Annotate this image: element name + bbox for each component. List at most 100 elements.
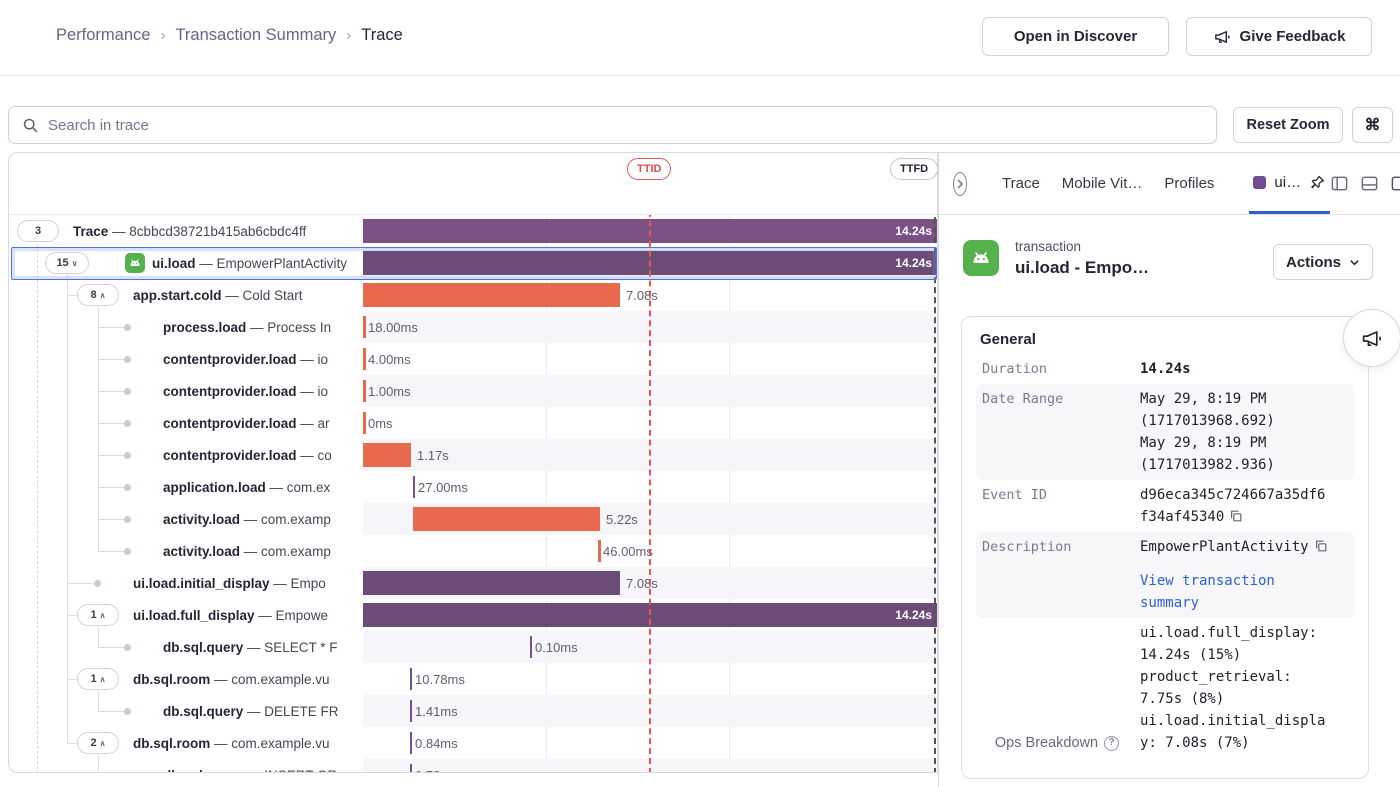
expand-pill[interactable]: 3: [17, 220, 59, 242]
detail-value: May 29, 8:19 PM(1717013968.692)May 29, 8…: [1140, 388, 1332, 476]
expand-pill[interactable]: 8∧: [77, 284, 119, 306]
copy-icon[interactable]: [1314, 539, 1328, 553]
top-bar: Performance › Transaction Summary › Trac…: [0, 0, 1400, 76]
trace-tree-row[interactable]: 15∨ui.load — EmpowerPlantActivity: [9, 247, 363, 279]
trace-tree-row[interactable]: 8∧app.start.cold — Cold Start: [9, 279, 363, 311]
detail-value-text: EmpowerPlantActivity: [1140, 539, 1309, 555]
span-description: application.load — com.ex: [163, 471, 330, 503]
span-description: activity.load — com.examp: [163, 503, 331, 535]
detail-label-text: Ops Breakdown: [995, 732, 1098, 754]
span-tick[interactable]: [410, 668, 412, 690]
android-icon: [125, 253, 145, 273]
give-feedback-button[interactable]: Give Feedback: [1186, 17, 1372, 56]
trace-tree-row[interactable]: activity.load — com.examp: [9, 535, 363, 567]
detail-value: ui.load.full_display: 14.24s (15%)produc…: [1140, 622, 1332, 754]
transaction-kicker: transaction: [1015, 239, 1081, 254]
trace-tree-row[interactable]: db.sql.query — DELETE FR: [9, 695, 363, 727]
span-tick[interactable]: [363, 348, 366, 370]
trace-tree-row[interactable]: 2∧ db.sql.room — com.example.vu: [9, 727, 363, 759]
detail-value: 14.24s: [1140, 358, 1332, 380]
span-tick[interactable]: [363, 380, 366, 402]
span-op: activity.load: [163, 544, 240, 559]
span-tick[interactable]: [598, 540, 601, 562]
expand-pill[interactable]: 1∧: [77, 604, 119, 626]
help-icon[interactable]: ?: [1104, 736, 1119, 751]
span-tick[interactable]: [530, 636, 532, 658]
span-duration-label: 18.00ms: [368, 311, 418, 343]
open-in-discover-button[interactable]: Open in Discover: [982, 17, 1169, 56]
trace-tree-row[interactable]: contentprovider.load — co: [9, 439, 363, 471]
trace-tree-row[interactable]: ui.load.initial_display — Empo: [9, 567, 363, 599]
breadcrumb-trace: Trace: [361, 26, 403, 45]
open-in-discover-label: Open in Discover: [1014, 28, 1137, 45]
trace-tree-row[interactable]: process.load — Process In: [9, 311, 363, 343]
tab-profiles[interactable]: Profiles: [1164, 175, 1214, 192]
reset-zoom-button[interactable]: Reset Zoom: [1233, 107, 1343, 143]
breadcrumb-transaction-summary[interactable]: Transaction Summary: [175, 26, 336, 45]
collapse-panel-icon[interactable]: [953, 172, 967, 196]
pin-tab-icon[interactable]: [1309, 174, 1326, 191]
trace-search-bar[interactable]: [8, 106, 1217, 144]
span-bar[interactable]: [363, 571, 620, 595]
pill-count: 1: [91, 609, 97, 621]
trace-tree-row[interactable]: 1∧db.sql.room — com.example.vu: [9, 663, 363, 695]
tab-ui-load-active[interactable]: ui…: [1249, 153, 1330, 214]
trace-tree-row[interactable]: db.sql.query — INSERT OR: [9, 759, 363, 773]
span-bar[interactable]: [363, 283, 620, 307]
span-color-swatch: [1253, 176, 1266, 189]
transaction-title: ui.load - Empo…: [1015, 258, 1205, 278]
span-description: activity.load — com.examp: [163, 535, 331, 567]
dock-left-icon[interactable]: [1330, 174, 1349, 193]
detail-row: Event IDd96eca345c724667a35df6f34af45340: [976, 480, 1354, 532]
span-op: contentprovider.load: [163, 448, 297, 463]
shortcut-cmd-button[interactable]: ⌘: [1352, 107, 1393, 143]
trace-tree-row[interactable]: contentprovider.load — ar: [9, 407, 363, 439]
tab-mobile-vitals[interactable]: Mobile Vit…: [1062, 175, 1143, 192]
span-description: ui.load.initial_display — Empo: [133, 567, 326, 599]
span-description: db.sql.query — DELETE FR: [163, 695, 339, 727]
ttid-badge: TTID: [627, 158, 671, 180]
span-op: app.start.cold: [133, 288, 222, 303]
trace-tree-row[interactable]: application.load — com.ex: [9, 471, 363, 503]
trace-waterfall: 14.24s3Trace — 8cbbcd38721b415ab6cbdc4ff…: [8, 152, 938, 773]
actions-label: Actions: [1286, 254, 1341, 271]
breadcrumb-performance[interactable]: Performance: [56, 26, 150, 45]
expand-pill[interactable]: 2∧: [77, 732, 119, 754]
chevron-down-icon: [1349, 257, 1360, 268]
span-tick[interactable]: [363, 412, 366, 434]
trace-tree-row[interactable]: contentprovider.load — io: [9, 343, 363, 375]
span-op: application.load: [163, 480, 266, 495]
chevron-icon: ∧: [100, 675, 106, 684]
span-tick[interactable]: [410, 764, 412, 773]
span-duration-label: 46.00ms: [603, 535, 653, 567]
span-duration-label: 27.00ms: [418, 471, 468, 503]
detail-row: Date RangeMay 29, 8:19 PM(1717013968.692…: [976, 384, 1354, 480]
span-bar[interactable]: [413, 507, 600, 531]
span-bar[interactable]: [363, 443, 411, 467]
span-description: process.load — Process In: [163, 311, 331, 343]
span-tick[interactable]: [413, 476, 415, 498]
feedback-floating-button[interactable]: [1343, 309, 1400, 367]
trace-tree-row[interactable]: contentprovider.load — io: [9, 375, 363, 407]
copy-icon[interactable]: [1229, 509, 1243, 523]
span-duration-label: 0.10ms: [535, 631, 578, 663]
actions-button[interactable]: Actions: [1273, 244, 1373, 280]
trace-tree-row[interactable]: activity.load — com.examp: [9, 503, 363, 535]
tab-trace[interactable]: Trace: [1002, 175, 1040, 192]
span-tick[interactable]: [410, 732, 412, 754]
trace-tree-row[interactable]: 1∧ui.load.full_display — Empowe: [9, 599, 363, 631]
general-heading: General: [980, 331, 1354, 348]
span-tick[interactable]: [410, 700, 412, 722]
expand-pill[interactable]: 15∨: [45, 252, 89, 274]
dock-right-icon[interactable]: [1390, 174, 1400, 193]
megaphone-icon: [1360, 326, 1384, 350]
trace-tree-row[interactable]: db.sql.query — SELECT * F: [9, 631, 363, 663]
span-op: process.load: [163, 320, 246, 335]
expand-pill[interactable]: 1∧: [77, 668, 119, 690]
span-description: db.sql.room — com.example.vu: [133, 727, 330, 759]
dock-bottom-icon[interactable]: [1360, 174, 1379, 193]
trace-tree-row[interactable]: 3Trace — 8cbbcd38721b415ab6cbdc4ff: [9, 215, 363, 247]
view-transaction-summary-link[interactable]: View transaction summary: [1140, 570, 1332, 614]
search-input[interactable]: [48, 117, 1216, 134]
span-tick[interactable]: [363, 316, 366, 338]
